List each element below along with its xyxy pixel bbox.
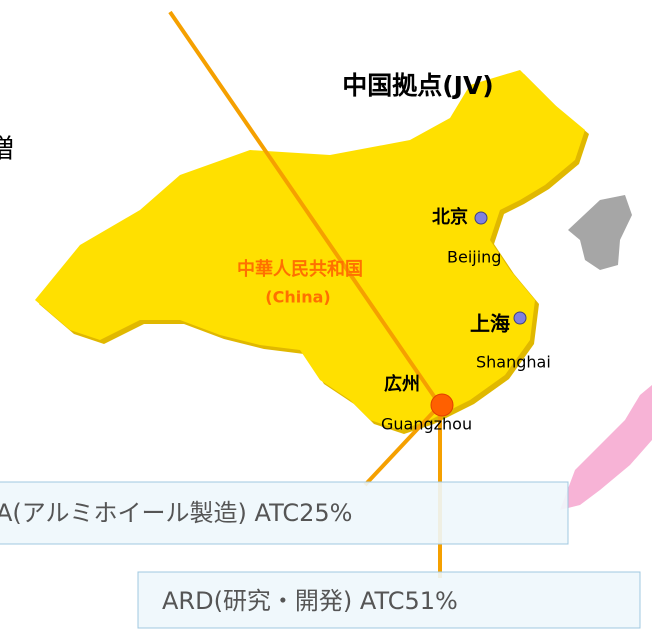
title: 中国拠点(JV) [342,71,494,100]
info-box [0,481,569,545]
city-romaji: Shanghai [476,353,551,372]
city-romaji: Beijing [447,248,501,267]
info-box-text: A(アルミホイール製造) ATC25% [0,499,352,527]
china [35,70,585,430]
city-romaji: Guangzhou [381,415,472,434]
city-dot [513,311,527,325]
left-fragment: 増 [0,135,14,165]
leader-line [168,10,442,407]
leader-line [363,403,442,487]
japan [560,385,652,510]
info-box-text: ARD(研究・開発) ATC51% [162,587,458,615]
country-name: 中華人民共和国 [237,258,363,280]
city-dot [474,211,488,225]
city-name: 広州 [384,373,420,395]
korea [568,195,632,270]
city-dot [430,393,454,417]
info-box [137,571,641,629]
country-english: (China) [265,288,330,307]
city-name: 北京 [432,206,468,228]
city-name: 上海 [470,312,510,336]
